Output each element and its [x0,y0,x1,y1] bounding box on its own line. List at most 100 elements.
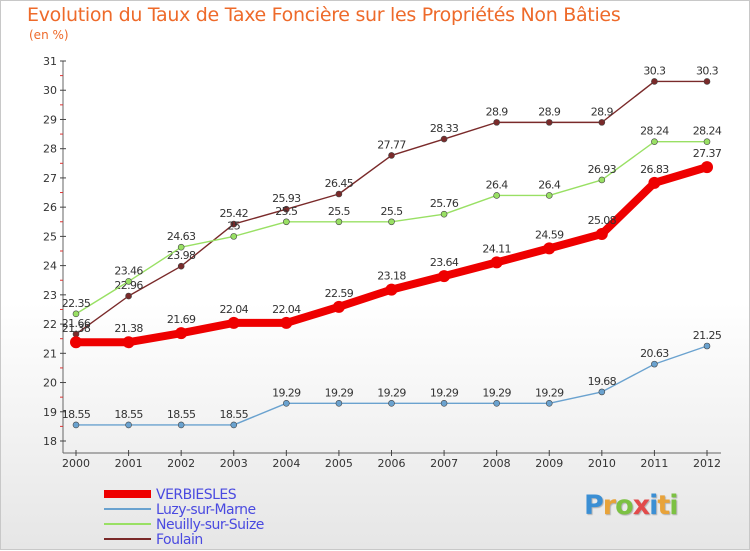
data-point [545,192,553,199]
data-point [230,421,238,429]
data-label: 19.29 [535,386,564,399]
x-tick-label: 2009 [535,457,563,470]
data-label: 28.9 [486,105,509,118]
data-point [438,270,451,283]
legend-label: VERBIESLES [156,487,237,503]
data-point [703,342,711,350]
chart-unit: (en %) [29,28,69,42]
data-point [440,399,448,407]
y-tick-label: 18 [43,435,57,448]
data-point [70,336,82,349]
data-point [651,78,658,85]
data-point [283,205,290,213]
data-label: 22.04 [220,303,249,316]
data-label: 25.5 [380,205,403,218]
data-label: 18.55 [220,408,249,421]
data-label: 27.37 [693,147,722,160]
data-label: 18.55 [62,408,91,421]
data-label: 25.42 [220,207,249,220]
data-point [651,138,658,145]
data-point [230,233,238,240]
y-tick-label: 26 [43,201,57,214]
data-label: 19.29 [325,386,354,399]
y-tick-label: 23 [43,289,57,302]
data-label: 25.5 [328,205,351,218]
data-label: 24.59 [535,228,564,241]
data-point [440,135,448,143]
y-tick-label: 25 [43,230,57,243]
data-label: 28.33 [430,122,459,135]
data-label: 23.46 [114,264,143,277]
data-label: 23.98 [167,249,196,262]
legend-label: Neuilly-sur-Suize [156,517,264,533]
data-label: 25.5 [275,205,298,218]
data-point [175,327,188,340]
data-point [177,243,185,251]
data-label: 26.45 [325,177,354,190]
data-label: 28.24 [640,125,669,138]
data-point [177,421,185,429]
data-point [493,399,500,407]
data-label: 25.93 [272,192,301,205]
y-tick-label: 27 [43,172,57,185]
data-point [283,399,290,407]
x-tick-label: 2010 [588,457,616,470]
y-tick-label: 29 [43,113,57,126]
data-label: 19.29 [272,386,301,399]
data-point [283,218,290,226]
data-label: 27.77 [377,138,406,151]
x-tick-label: 2002 [167,457,195,470]
data-label: 26.83 [640,163,669,176]
data-label: 22.04 [272,303,301,316]
data-point [595,228,608,241]
data-point [703,138,711,145]
data-label: 23.18 [377,270,406,283]
logo-letter: i [669,490,678,521]
y-tick-label: 19 [43,406,57,419]
proxiti-logo: Proxiti [584,490,679,521]
data-label: 22.35 [62,297,91,310]
x-tick-label: 2011 [640,457,668,470]
data-label: 25 [227,219,240,232]
data-point [701,161,713,174]
legend-label: Luzy-sur-Marne [156,502,256,518]
data-point [598,388,606,396]
data-label: 30.3 [696,64,719,77]
legend-label: Foulain [156,532,203,548]
x-tick-label: 2012 [693,457,721,470]
x-tick-label: 2006 [378,457,406,470]
logo-letter: x [632,490,650,521]
data-label: 26.4 [538,178,561,191]
data-label: 22.59 [325,287,354,300]
data-label: 18.55 [167,408,196,421]
x-tick-label: 2005 [325,457,353,470]
data-label: 28.9 [538,105,561,118]
logo-letter: r [602,490,616,521]
data-point [648,176,661,189]
y-tick-label: 30 [43,84,57,97]
data-label: 23.64 [430,256,459,269]
data-point [332,300,345,313]
data-label: 21.66 [62,317,91,330]
data-label: 21.25 [693,329,722,342]
x-tick-label: 2008 [483,457,511,470]
data-point [490,256,503,269]
data-point [122,336,135,349]
data-point [703,78,711,85]
logo-letter: o [615,490,634,521]
y-tick-label: 31 [43,55,57,68]
data-label: 28.9 [591,105,614,118]
data-label: 21.38 [62,322,91,335]
data-label: 19.29 [377,386,406,399]
data-label: 21.69 [167,313,196,326]
data-label: 21.38 [114,322,143,335]
data-label: 25.08 [588,214,617,227]
data-label: 22.96 [114,279,143,292]
data-point [545,399,553,407]
data-point [335,399,343,407]
data-point [230,220,238,228]
data-point [385,283,398,296]
data-point [177,262,185,270]
